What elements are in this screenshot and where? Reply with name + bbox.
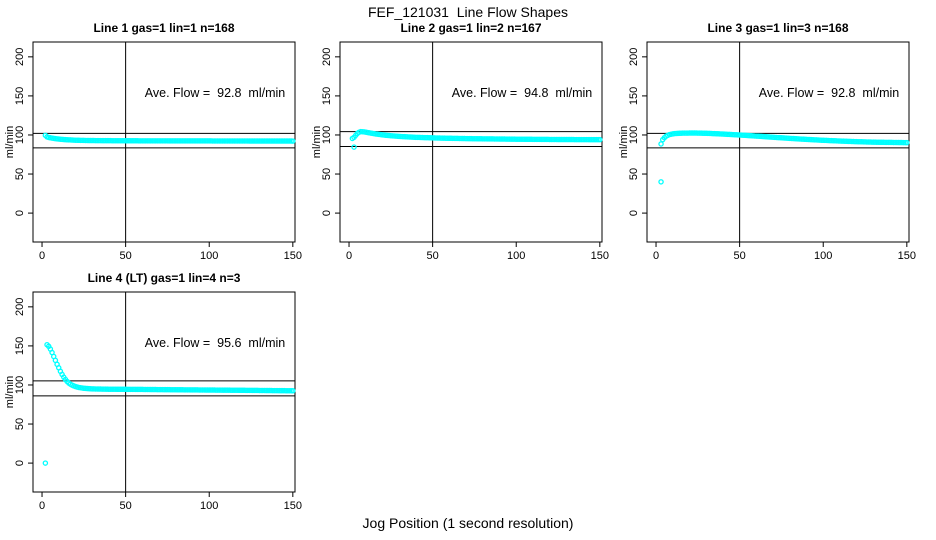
y-tick-label: 150: [628, 87, 640, 105]
y-tick-label: 50: [14, 168, 26, 180]
x-tick-label: 50: [120, 250, 132, 262]
y-tick-label: 200: [14, 298, 26, 316]
x-axis-ticks: 0 50 100 150: [39, 242, 302, 262]
x-tick-label: 50: [734, 250, 746, 262]
subplot-4-plot: 0 50 100 150 0 50 100 150 200: [14, 291, 302, 512]
subplot-3-annotation: Ave. Flow = 92.8 ml/min: [758, 86, 900, 100]
outlier-point: [658, 179, 664, 185]
data-points: [349, 128, 603, 150]
y-tick-label: 50: [14, 418, 26, 430]
x-tick-label: 50: [120, 500, 132, 512]
outlier-point: [658, 141, 664, 147]
data-points: [658, 130, 910, 185]
y-tick-label: 150: [14, 337, 26, 355]
data-point: [597, 136, 603, 143]
x-tick-label: 0: [653, 250, 659, 262]
x-tick-label: 0: [39, 500, 45, 512]
x-tick-label: 150: [898, 250, 916, 262]
x-tick-label: 50: [427, 250, 439, 262]
y-axis-ticks: 0 50 100 150 200: [14, 48, 33, 216]
y-tick-label: 100: [14, 376, 26, 394]
subplot-3-plot: 0 50 100 150 0 50 100 150 200: [628, 41, 916, 262]
y-tick-label: 200: [14, 48, 26, 66]
x-tick-label: 0: [39, 250, 45, 262]
x-tick-label: 100: [200, 500, 218, 512]
subplot-2-title: Line 2 gas=1 lin=2 n=167: [400, 21, 542, 35]
x-tick-label: 150: [591, 250, 609, 262]
subplot-2-annotation: Ave. Flow = 94.8 ml/min: [451, 86, 593, 100]
plot-box: [339, 41, 603, 243]
subplot-4-annotation: Ave. Flow = 95.6 ml/min: [144, 336, 286, 350]
data-point: [290, 388, 296, 394]
data-point: [290, 138, 296, 144]
y-tick-label: 50: [321, 168, 333, 180]
y-tick-label: 100: [14, 126, 26, 144]
y-tick-label: 0: [628, 210, 640, 216]
y-tick-label: 100: [321, 126, 333, 144]
subplot-2-plot: 0 50 100 150 0 50 100 150 200: [321, 41, 609, 262]
y-tick-label: 150: [321, 87, 333, 105]
x-axis-ticks: 0 50 100 150: [346, 242, 609, 262]
x-tick-label: 150: [284, 250, 302, 262]
subplot-4-title: Line 4 (LT) gas=1 lin=4 n=3: [87, 271, 241, 285]
x-tick-label: 150: [284, 500, 302, 512]
y-axis-ticks: 0 50 100 150 200: [628, 48, 647, 216]
x-tick-label: 0: [346, 250, 352, 262]
y-tick-label: 200: [321, 48, 333, 66]
subplot-1-title: Line 1 gas=1 lin=1 n=168: [93, 21, 235, 35]
x-axis-ticks: 0 50 100 150: [653, 242, 916, 262]
outlier-point: [42, 460, 49, 466]
y-tick-label: 0: [14, 460, 26, 466]
y-tick-label: 100: [628, 126, 640, 144]
outlier-point: [351, 144, 357, 150]
x-tick-label: 100: [200, 250, 218, 262]
y-tick-label: 50: [628, 168, 640, 180]
subplot-3-title: Line 3 gas=1 lin=3 n=168: [707, 21, 849, 35]
y-tick-label: 0: [14, 210, 26, 216]
subplot-1-plot: 0 50 100 150 0 50 100 150 200: [14, 41, 302, 262]
y-tick-label: 150: [14, 87, 26, 105]
data-point: [904, 139, 910, 146]
subplot-1-annotation: Ave. Flow = 92.8 ml/min: [144, 86, 286, 100]
x-tick-label: 100: [507, 250, 525, 262]
y-tick-label: 0: [321, 210, 333, 216]
data-points: [42, 341, 296, 466]
y-axis-ticks: 0 50 100 150 200: [321, 48, 340, 216]
page-title: FEF_121031 Line Flow Shapes: [367, 4, 568, 20]
x-tick-label: 100: [814, 250, 832, 262]
x-axis-label: Jog Position (1 second resolution): [362, 515, 574, 531]
data-points: [42, 132, 296, 144]
y-axis-ticks: 0 50 100 150 200: [14, 298, 33, 466]
x-axis-ticks: 0 50 100 150: [39, 492, 302, 512]
y-tick-label: 200: [628, 48, 640, 66]
